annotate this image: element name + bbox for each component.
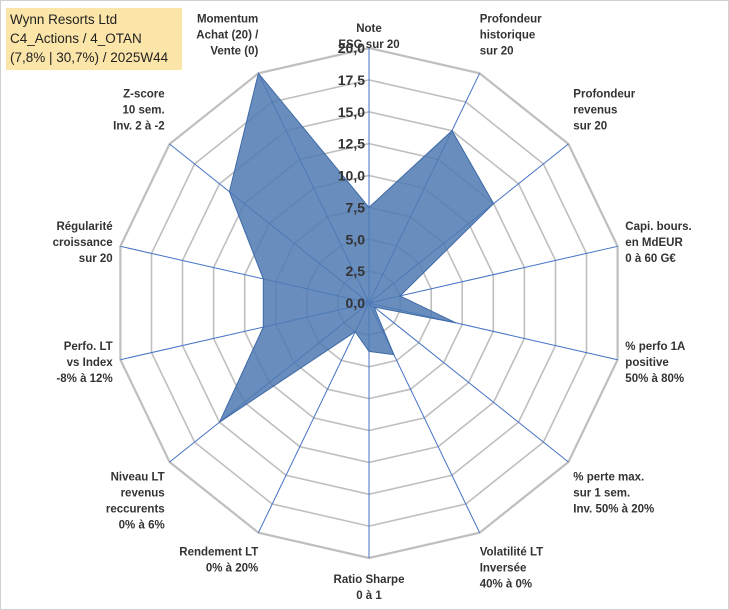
- tick-label-8: 20,0: [338, 40, 365, 56]
- axis-label-14: Momentum Achat (20) / Vente (0): [196, 14, 259, 58]
- portfolio-code: C4_Actions / 4_OTAN: [10, 31, 142, 46]
- axis-label-4: Capi. bours. en MdEUR 0 à 60 G€: [625, 221, 691, 265]
- axis-labels: Note ESG sur 20 Profondeur historique sur 20…: [53, 14, 692, 602]
- axis-label-13: Z-score 10 sem. Inv. 2 à -2: [113, 88, 165, 132]
- axis-label-6: % perte max. sur 1 sem. Inv. 50% à 20%: [573, 472, 654, 516]
- series-area-1: [218, 72, 495, 424]
- axis-spoke-4: [368, 245, 618, 304]
- tick-label-7: 17,5: [338, 72, 365, 88]
- axis-label-12: Régularité croissance sur 20: [53, 221, 113, 265]
- company-name: Wynn Resorts Ltd: [10, 12, 118, 27]
- tick-labels: 0,0 2,5 5,0 7,5 10,0 12,5 15,0 17,5 20,0: [338, 40, 365, 311]
- info-box: Wynn Resorts Ltd C4_Actions / 4_OTAN (7,…: [6, 8, 182, 70]
- axis-label-10: Niveau LT revenus reccurents 0% à 6%: [106, 472, 165, 532]
- axis-label-1: Note ESG sur 20: [338, 23, 399, 51]
- axis-label-11: Perfo. LT vs Index -8% à 12%: [56, 341, 113, 385]
- axis-label-3: Profondeur revenus sur 20: [573, 88, 635, 132]
- tick-label-2: 5,0: [346, 231, 366, 247]
- series-layer: [218, 72, 495, 424]
- tick-label-0: 0,0: [346, 295, 366, 311]
- axis-label-8: Ratio Sharpe 0 à 1: [334, 574, 405, 602]
- tick-label-4: 10,0: [338, 168, 365, 184]
- period-summary: (7,8% | 30,7%) / 2025W44: [10, 50, 169, 65]
- axis-spoke-6: [368, 302, 569, 463]
- axis-label-2: Profondeur historique sur 20: [480, 14, 542, 58]
- tick-label-5: 12,5: [338, 136, 365, 152]
- tick-label-1: 2,5: [346, 263, 366, 279]
- tick-label-3: 7,5: [346, 199, 366, 215]
- tick-label-6: 15,0: [338, 104, 365, 120]
- axis-spoke-9: [257, 302, 370, 533]
- axis-label-7: Volatilité LT Inversée 40% à 0%: [480, 546, 543, 590]
- axis-label-9: Rendement LT 0% à 20%: [179, 546, 258, 574]
- axis-label-5: % perfo 1A positive 50% à 80%: [625, 341, 685, 385]
